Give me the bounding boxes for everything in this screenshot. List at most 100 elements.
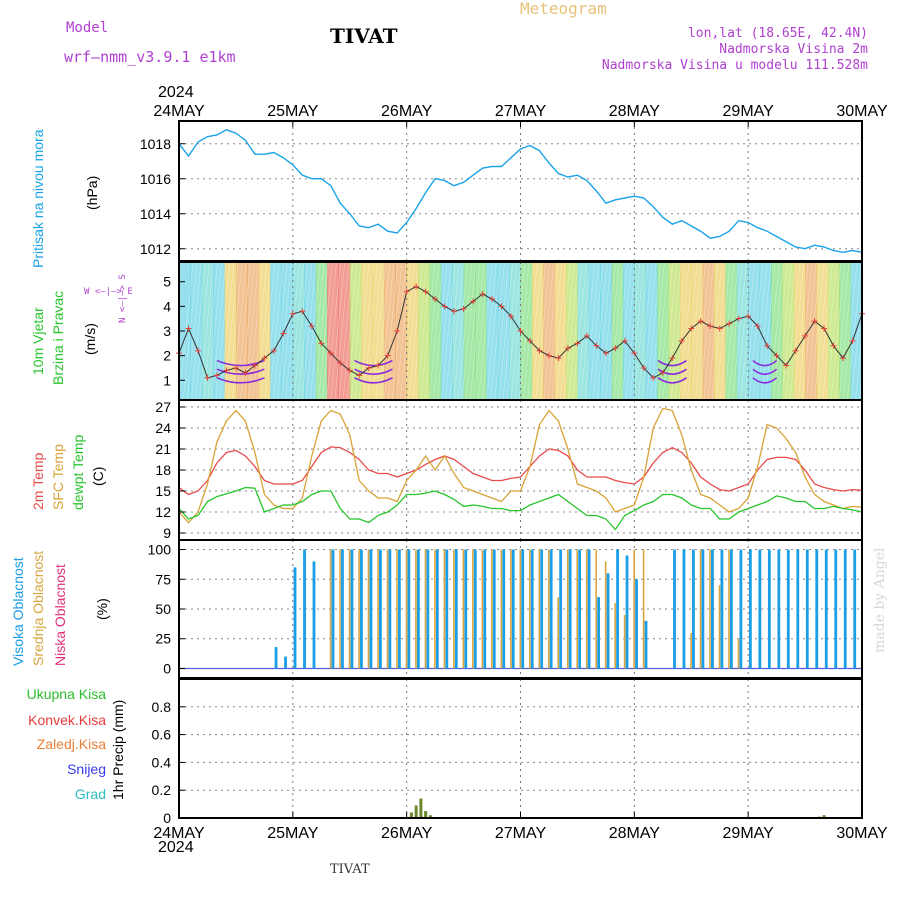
- wind-hatch: [293, 261, 309, 401]
- wind-band: [588, 262, 601, 400]
- mid-cloud-bar: [396, 549, 398, 669]
- wind-band: [315, 262, 328, 400]
- high-cloud-bar: [853, 549, 857, 669]
- high-cloud-bar: [711, 549, 714, 669]
- high-cloud-bar: [739, 549, 743, 669]
- precip-total-bar: [419, 798, 423, 818]
- wind-hatch: [260, 261, 276, 401]
- mid-cloud-bar: [329, 549, 332, 669]
- high-cloud-bar: [777, 549, 781, 669]
- wind-hatch: [797, 261, 813, 401]
- mid-cloud-bar: [737, 638, 740, 669]
- y-tick-label: 18: [155, 462, 171, 478]
- wind-hatch: [641, 261, 657, 401]
- wind-hatch: [568, 261, 583, 401]
- wind-band: [702, 262, 715, 400]
- wind-hatch: [678, 261, 694, 401]
- wind-hatch: [863, 261, 879, 401]
- wind-hatch: [523, 261, 538, 401]
- wind-hatch: [449, 261, 464, 401]
- y-tick-label: 27: [155, 399, 171, 415]
- wind-hatch: [354, 261, 370, 401]
- high-cloud-bar: [692, 549, 695, 669]
- high-cloud-bar: [483, 549, 487, 669]
- y-tick-label: 0: [163, 660, 171, 676]
- high-cloud-bar: [369, 549, 373, 669]
- wind-band: [770, 262, 783, 400]
- wind-hatch: [555, 261, 571, 401]
- high-cloud-bar: [682, 549, 686, 669]
- wind-band: [338, 262, 351, 400]
- wind-hatch: [252, 261, 268, 401]
- wind-calm-arc: [354, 377, 393, 384]
- mid-cloud-bar: [339, 549, 341, 669]
- wind-speed-point: [745, 313, 752, 320]
- wind-hatch: [236, 261, 251, 401]
- mid-cloud-bar: [377, 549, 379, 669]
- wind-compass-we: W <—|—> E: [84, 287, 133, 297]
- wind-hatch: [469, 261, 485, 401]
- x-tick-label-top: 25MAY: [267, 103, 319, 120]
- wind-speed-point: [792, 347, 799, 354]
- precip-conv-label: Konvek.Kisa: [28, 712, 106, 728]
- mid-cloud-bar: [367, 549, 370, 669]
- high-cloud-bar: [274, 647, 278, 669]
- x-tick-label-top: 29MAY: [723, 103, 775, 120]
- wind-hatch: [305, 261, 321, 401]
- wind-hatch: [199, 261, 214, 401]
- high-cloud-bar: [786, 549, 790, 669]
- wind-band: [793, 262, 806, 400]
- wind-speed-point: [337, 360, 344, 367]
- y-tick-label: 1: [163, 372, 171, 388]
- mid-cloud-bar: [595, 549, 597, 669]
- high-cloud-bar: [388, 549, 392, 669]
- high-cloud-bar: [303, 549, 306, 669]
- y-tick-label: 75: [155, 571, 171, 587]
- wind-hatch: [379, 261, 395, 401]
- footer-station: TIVAT: [330, 862, 370, 877]
- mid-cloud-bar: [633, 549, 635, 669]
- wind-speed-point: [783, 362, 790, 369]
- x-tick-label-top: 26MAY: [381, 103, 433, 120]
- wind-hatch: [871, 261, 887, 401]
- high-cloud-bar: [416, 549, 420, 669]
- precip-total-bar: [428, 815, 432, 818]
- wind-hatch: [309, 261, 325, 401]
- high-cloud-bar: [720, 549, 724, 669]
- wind-band: [645, 262, 658, 400]
- wind-speed-point: [536, 347, 543, 354]
- wind-hatch: [760, 261, 776, 401]
- mid-cloud-bar: [500, 549, 503, 669]
- wind-calm-arc: [657, 368, 687, 375]
- wind-hatch: [195, 261, 210, 401]
- wind-speed-point: [498, 303, 505, 310]
- y-tick-label: 50: [155, 601, 171, 617]
- wind-hatch: [518, 261, 534, 401]
- x-tick-label-bottom: 30MAY: [836, 825, 888, 842]
- mid-cloud-bar: [576, 549, 579, 669]
- wind-speed-point: [413, 283, 420, 290]
- wind-speed-point: [232, 364, 239, 371]
- high-cloud-bar: [540, 549, 544, 669]
- precip-total-bar: [424, 811, 428, 818]
- wind-hatch: [756, 261, 772, 401]
- wind-hatch: [715, 261, 731, 401]
- mid-cloud-bar: [462, 549, 465, 669]
- wind-speed-point: [280, 330, 287, 337]
- wind-calm-arc: [354, 359, 393, 367]
- wind-hatch: [646, 261, 661, 401]
- y-tick-label: 1014: [140, 206, 171, 222]
- wind-hatch: [346, 261, 362, 401]
- mid-cloud-bar: [614, 603, 616, 669]
- wind-band: [258, 262, 271, 400]
- wind-hatch: [527, 261, 542, 401]
- wind-hatch: [441, 261, 456, 401]
- high-cloud-bar: [625, 555, 629, 669]
- mid-cloud-bar: [642, 549, 645, 669]
- wind-band: [668, 262, 681, 400]
- wind-band: [691, 262, 704, 400]
- wind-speed-point: [707, 323, 714, 330]
- high-cloud-bar: [407, 549, 411, 669]
- y-tick-label: 24: [155, 420, 171, 436]
- mid-cloud-bar: [528, 549, 531, 669]
